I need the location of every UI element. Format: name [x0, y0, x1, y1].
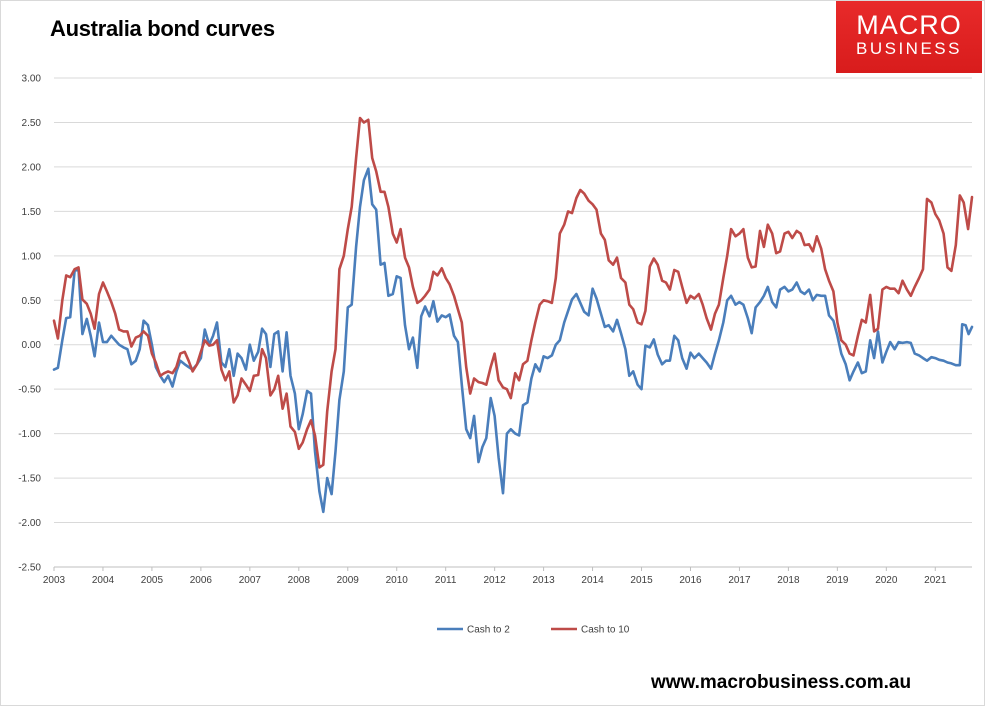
x-tick-label-9: 2012 — [484, 575, 507, 586]
y-tick-label-7: -0.50 — [18, 385, 41, 396]
x-tick-label-4: 2007 — [239, 575, 262, 586]
x-tick-label-17: 2020 — [875, 575, 898, 586]
x-tick-label-7: 2010 — [386, 575, 409, 586]
x-tick-label-2: 2005 — [141, 575, 164, 586]
x-tick-label-13: 2016 — [679, 575, 702, 586]
x-tick-label-6: 2009 — [337, 575, 360, 586]
footer-url: www.macrobusiness.com.au — [651, 672, 912, 693]
chart-title: Australia bond curves — [50, 16, 275, 41]
y-tick-label-8: -1.00 — [18, 429, 41, 440]
x-tick-label-8: 2011 — [435, 575, 457, 586]
y-tick-label-4: 1.00 — [22, 251, 42, 262]
y-tick-label-11: -2.50 — [18, 563, 41, 574]
series-line-cash-to-10 — [52, 116, 974, 469]
x-tick-label-0: 2003 — [43, 575, 66, 586]
y-tick-label-3: 1.50 — [22, 207, 42, 218]
brand-logo-line1: MACRO — [856, 10, 962, 40]
legend-label-1: Cash to 10 — [581, 625, 630, 636]
x-tick-label-10: 2013 — [532, 575, 555, 586]
y-tick-label-1: 2.50 — [22, 118, 42, 129]
x-tick-label-3: 2006 — [190, 575, 213, 586]
x-tick-label-12: 2015 — [630, 575, 653, 586]
x-tick-label-15: 2018 — [777, 575, 800, 586]
y-tick-label-5: 0.50 — [22, 296, 42, 307]
y-tick-label-9: -1.50 — [18, 474, 41, 485]
x-tick-label-1: 2004 — [92, 575, 115, 586]
brand-logo: MACRO BUSINESS — [836, 1, 982, 73]
x-tick-label-11: 2014 — [581, 575, 604, 586]
x-tick-label-5: 2008 — [288, 575, 311, 586]
y-tick-label-0: 3.00 — [22, 74, 42, 85]
y-tick-label-10: -2.00 — [18, 518, 41, 529]
x-tick-label-14: 2017 — [728, 575, 751, 586]
series-line-cash-to-2 — [52, 167, 974, 514]
brand-logo-line2: BUSINESS — [856, 39, 962, 58]
y-tick-label-6: 0.00 — [22, 340, 42, 351]
y-tick-label-2: 2.00 — [22, 162, 42, 173]
legend-label-0: Cash to 2 — [467, 625, 510, 636]
x-tick-label-16: 2019 — [826, 575, 849, 586]
x-tick-label-18: 2021 — [924, 575, 947, 586]
